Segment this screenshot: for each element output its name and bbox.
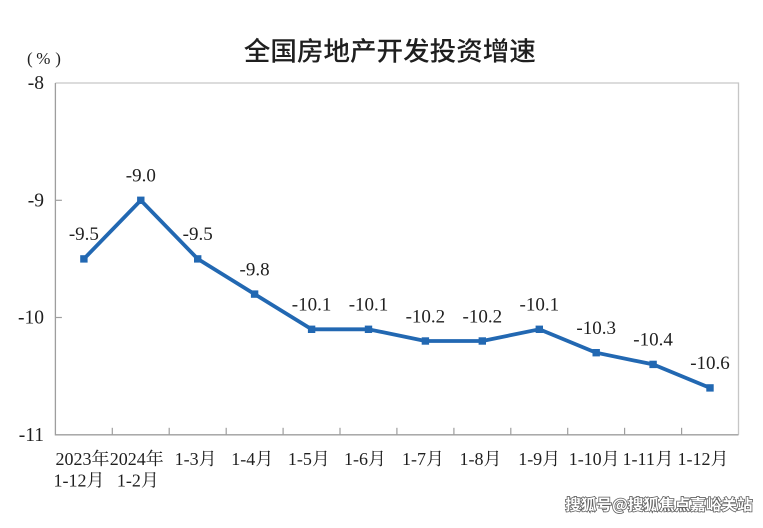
- svg-text:-10.2: -10.2: [463, 306, 503, 327]
- svg-text:1-12: 1-12: [678, 449, 711, 469]
- svg-text:-10.1: -10.1: [292, 295, 332, 316]
- svg-text:-10: -10: [18, 308, 44, 329]
- svg-text:-9: -9: [28, 190, 44, 211]
- svg-text:-9.5: -9.5: [69, 224, 99, 245]
- svg-text:-10.6: -10.6: [690, 353, 730, 374]
- svg-text:-11: -11: [19, 425, 44, 446]
- svg-text:-9.5: -9.5: [183, 224, 213, 245]
- svg-text:2023: 2023: [56, 449, 92, 469]
- svg-text:1-2: 1-2: [117, 470, 141, 490]
- svg-text:%: %: [36, 49, 50, 68]
- svg-text:1-7: 1-7: [402, 449, 426, 469]
- svg-text:-10.1: -10.1: [520, 295, 560, 316]
- svg-text:2024: 2024: [110, 449, 146, 469]
- svg-text:-10.3: -10.3: [576, 318, 616, 339]
- svg-text:): ): [55, 49, 61, 68]
- svg-text:(: (: [27, 49, 33, 68]
- svg-text:-10.2: -10.2: [406, 306, 446, 327]
- svg-text:1-10: 1-10: [569, 449, 602, 469]
- svg-text:1-11: 1-11: [623, 449, 655, 469]
- svg-text:-10.1: -10.1: [349, 295, 389, 316]
- svg-text:1-12: 1-12: [54, 470, 87, 490]
- svg-text:1-8: 1-8: [460, 449, 484, 469]
- svg-text:-9.8: -9.8: [240, 259, 270, 280]
- svg-text:1-6: 1-6: [344, 449, 368, 469]
- svg-text:-8: -8: [28, 73, 44, 94]
- svg-text:1-5: 1-5: [288, 449, 312, 469]
- svg-text:-9.0: -9.0: [126, 166, 156, 187]
- svg-text:1-3: 1-3: [175, 449, 199, 469]
- svg-text:1-9: 1-9: [518, 449, 542, 469]
- svg-text:1-4: 1-4: [231, 449, 255, 469]
- svg-text:-10.4: -10.4: [633, 330, 673, 351]
